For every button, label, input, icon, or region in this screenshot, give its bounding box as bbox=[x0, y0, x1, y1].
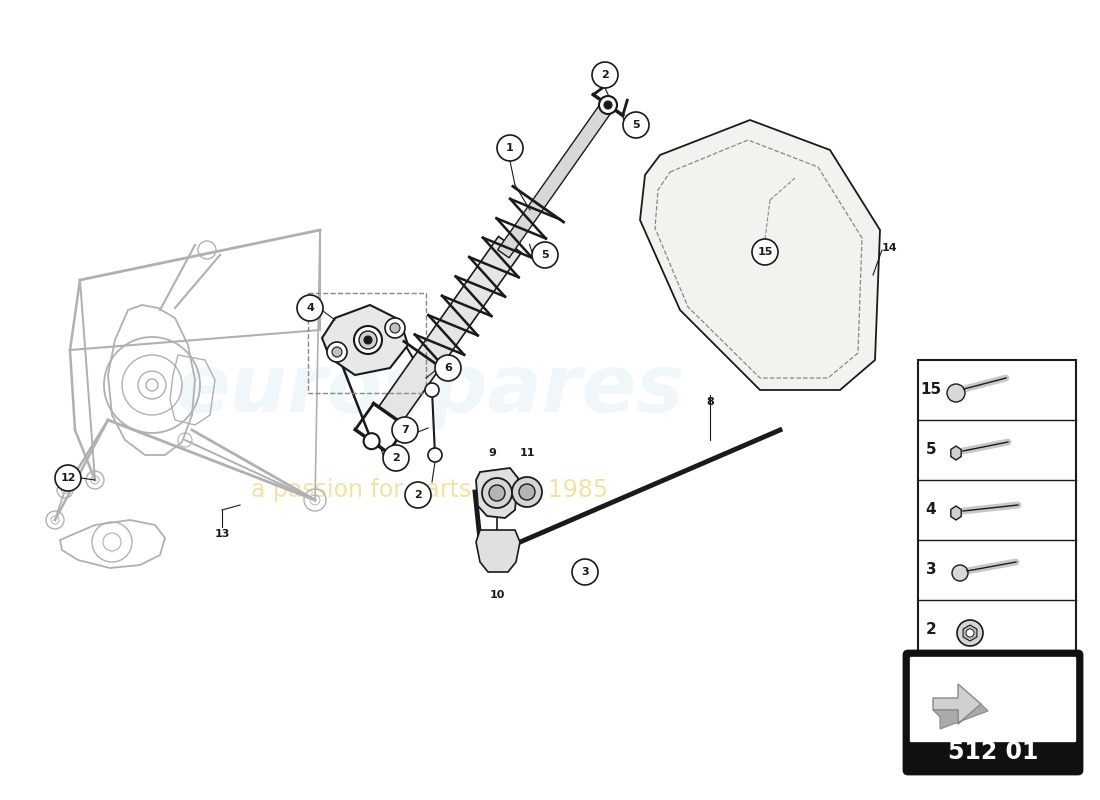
Text: 6: 6 bbox=[444, 363, 452, 373]
Circle shape bbox=[364, 433, 380, 449]
Polygon shape bbox=[476, 530, 520, 572]
Circle shape bbox=[604, 101, 612, 109]
Text: 12: 12 bbox=[60, 473, 76, 483]
Text: 10: 10 bbox=[490, 590, 505, 600]
Circle shape bbox=[425, 383, 439, 397]
Circle shape bbox=[359, 331, 377, 349]
Circle shape bbox=[966, 629, 974, 637]
Text: 15: 15 bbox=[921, 382, 942, 398]
Circle shape bbox=[55, 465, 81, 491]
Polygon shape bbox=[497, 101, 614, 258]
Circle shape bbox=[364, 336, 372, 344]
Text: 11: 11 bbox=[519, 448, 535, 458]
Circle shape bbox=[490, 485, 505, 501]
Circle shape bbox=[512, 477, 542, 507]
Polygon shape bbox=[964, 625, 977, 641]
Text: 4: 4 bbox=[926, 502, 936, 518]
Circle shape bbox=[600, 96, 617, 114]
Polygon shape bbox=[322, 305, 408, 375]
Text: 5: 5 bbox=[541, 250, 549, 260]
Polygon shape bbox=[640, 120, 880, 390]
Circle shape bbox=[354, 326, 382, 354]
Text: 3: 3 bbox=[926, 562, 936, 578]
Circle shape bbox=[623, 112, 649, 138]
Text: 5: 5 bbox=[632, 120, 640, 130]
Circle shape bbox=[405, 482, 431, 508]
Text: 2: 2 bbox=[414, 490, 422, 500]
Text: 5: 5 bbox=[926, 442, 936, 458]
Circle shape bbox=[532, 242, 558, 268]
Text: 15: 15 bbox=[757, 247, 772, 257]
Circle shape bbox=[572, 559, 598, 585]
Polygon shape bbox=[476, 468, 518, 518]
Text: 9: 9 bbox=[488, 448, 496, 458]
Circle shape bbox=[428, 448, 442, 462]
Text: 8: 8 bbox=[706, 397, 714, 407]
Circle shape bbox=[327, 342, 346, 362]
Circle shape bbox=[297, 295, 323, 321]
Text: 3: 3 bbox=[581, 567, 589, 577]
Text: 1: 1 bbox=[506, 143, 514, 153]
Circle shape bbox=[957, 620, 983, 646]
Text: eurospares: eurospares bbox=[176, 351, 684, 429]
Circle shape bbox=[519, 484, 535, 500]
Text: 13: 13 bbox=[214, 529, 230, 539]
Text: 512 01: 512 01 bbox=[948, 740, 1038, 764]
Text: a passion for parts since 1985: a passion for parts since 1985 bbox=[252, 478, 608, 502]
Circle shape bbox=[385, 318, 405, 338]
Polygon shape bbox=[933, 684, 981, 724]
Circle shape bbox=[434, 355, 461, 381]
Circle shape bbox=[392, 417, 418, 443]
Polygon shape bbox=[933, 704, 988, 729]
FancyBboxPatch shape bbox=[904, 651, 1082, 774]
Circle shape bbox=[497, 135, 522, 161]
Circle shape bbox=[332, 347, 342, 357]
Polygon shape bbox=[918, 360, 1076, 660]
Circle shape bbox=[592, 62, 618, 88]
Text: 2: 2 bbox=[601, 70, 609, 80]
Circle shape bbox=[947, 384, 965, 402]
Polygon shape bbox=[950, 446, 961, 460]
Text: 7: 7 bbox=[402, 425, 409, 435]
Text: 14: 14 bbox=[882, 243, 898, 253]
Polygon shape bbox=[378, 237, 521, 423]
Text: 2: 2 bbox=[925, 622, 936, 638]
Circle shape bbox=[482, 478, 512, 508]
Circle shape bbox=[952, 565, 968, 581]
Text: 4: 4 bbox=[306, 303, 313, 313]
Text: 2: 2 bbox=[392, 453, 400, 463]
Polygon shape bbox=[950, 506, 961, 520]
Circle shape bbox=[383, 445, 409, 471]
Circle shape bbox=[390, 323, 400, 333]
Circle shape bbox=[752, 239, 778, 265]
FancyBboxPatch shape bbox=[909, 656, 1077, 743]
